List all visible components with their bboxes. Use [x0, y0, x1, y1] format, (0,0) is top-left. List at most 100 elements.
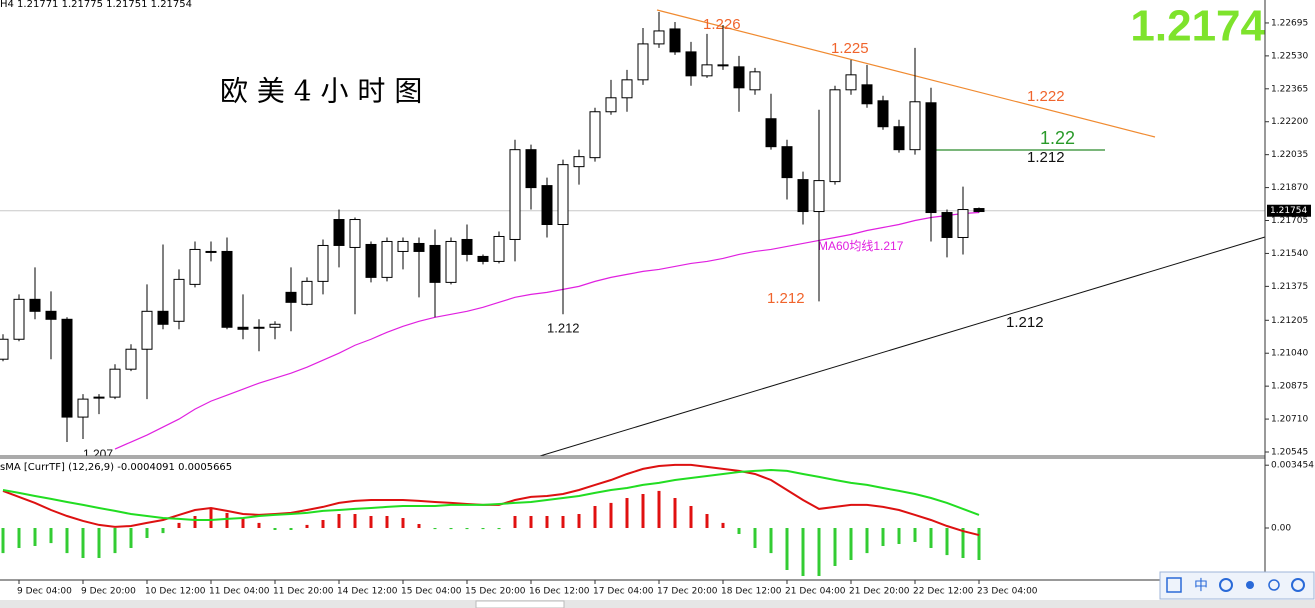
histogram-bar [577, 514, 581, 528]
candle-body [973, 208, 985, 213]
current-price-label: 1.21754 [1270, 206, 1307, 216]
annotation: MA60均线1.217 [818, 239, 904, 253]
ime-mode[interactable]: 中 [1194, 578, 1208, 594]
histogram-bar [129, 528, 133, 548]
candle-body [637, 43, 649, 81]
x-tick-label: 22 Dec 12:00 [913, 587, 974, 597]
histogram-bar [657, 490, 661, 528]
histogram-bar [897, 528, 901, 544]
candle-body [221, 250, 233, 328]
candle-body [909, 101, 921, 151]
candle-body [205, 250, 217, 253]
ime-icon[interactable] [1219, 578, 1233, 592]
histogram-bar [17, 528, 21, 548]
histogram-bar [641, 494, 645, 528]
histogram-bar [625, 498, 629, 528]
chart-header: H4 1.21771 1.21775 1.21751 1.21754 [0, 0, 192, 10]
histogram-bar [593, 506, 597, 528]
tab-strip [0, 600, 1315, 608]
candle-body [173, 278, 185, 322]
histogram-bar [945, 528, 949, 556]
candle-body [749, 71, 761, 91]
histogram-bar [465, 528, 469, 530]
candle-body [925, 102, 937, 214]
histogram-bar [689, 506, 693, 528]
candle-body [493, 235, 505, 262]
histogram-bar [529, 516, 533, 528]
histogram-bar [97, 528, 101, 558]
x-tick-label: 10 Dec 12:00 [145, 587, 206, 597]
candle-body [0, 338, 9, 360]
candle-body [861, 84, 873, 105]
candle-body [461, 238, 473, 255]
histogram-bar [513, 516, 517, 528]
histogram-bar [433, 528, 437, 530]
x-tick-label: 11 Dec 04:00 [209, 587, 270, 597]
histogram-bar [1, 528, 5, 554]
annotation: 1.212 [547, 320, 580, 335]
x-tick-label: 21 Dec 04:00 [785, 587, 846, 597]
histogram-bar [753, 528, 757, 548]
candle-body [557, 164, 569, 226]
candle-body [701, 64, 713, 77]
x-tick-label: 15 Dec 04:00 [401, 587, 462, 597]
ma-line [114, 211, 980, 450]
histogram-bar [417, 524, 421, 528]
candle-body [13, 298, 25, 340]
histogram-bar [273, 528, 277, 530]
x-tick-label: 18 Dec 12:00 [721, 587, 782, 597]
candle-body [429, 244, 441, 283]
histogram-bar [801, 528, 805, 576]
histogram-bar [865, 528, 869, 554]
candle-body [189, 248, 201, 285]
candle-body [573, 156, 585, 168]
histogram-bar [673, 498, 677, 528]
candle-body [269, 323, 281, 328]
y-tick-label: 1.22695 [1271, 18, 1308, 28]
candle-body [253, 326, 265, 329]
histogram-bar [257, 522, 261, 528]
candle-body [669, 28, 681, 53]
candle-body [829, 89, 841, 183]
candle-body [333, 219, 345, 246]
candle-body [125, 348, 137, 370]
tab[interactable] [475, 600, 565, 608]
histogram-bar [241, 518, 245, 528]
histogram-bar [81, 528, 85, 558]
ime-bar [1159, 571, 1315, 600]
x-tick-label: 9 Dec 20:00 [81, 587, 136, 597]
histogram-bar [881, 528, 885, 546]
candle-body [621, 79, 633, 99]
x-tick-label: 14 Dec 12:00 [337, 587, 398, 597]
histogram-bar [545, 516, 549, 528]
candle-body [941, 212, 953, 238]
macd-panel: sMA [CurrTF] (12,26,9) -0.0004091 0.0005… [0, 455, 1315, 608]
histogram-bar [609, 502, 613, 528]
candle-body [685, 51, 697, 77]
histogram-bar [721, 522, 725, 528]
candle-body [813, 180, 825, 213]
candle-body [797, 179, 809, 213]
histogram-bar [769, 528, 773, 554]
y-tick-label: 0.00 [1271, 524, 1291, 534]
candle-body [589, 111, 601, 159]
ime-icon[interactable] [1166, 577, 1182, 593]
candle-body [349, 219, 361, 248]
x-tick-label: 15 Dec 20:00 [465, 587, 526, 597]
candle-body [317, 244, 329, 282]
y-tick-label: 1.21040 [1271, 349, 1308, 359]
x-tick-label: 23 Dec 04:00 [977, 587, 1038, 597]
annotation: 1.212 [767, 290, 805, 307]
ime-icon[interactable] [1291, 578, 1305, 592]
ime-icon[interactable] [1268, 579, 1280, 591]
candle-body [733, 66, 745, 89]
histogram-bar [481, 528, 485, 530]
candle-body [141, 310, 153, 350]
chart-title: 欧 美 4 小 时 图 [220, 75, 422, 108]
y-tick-label: 1.20875 [1271, 382, 1308, 392]
x-tick-label: 17 Dec 04:00 [593, 587, 654, 597]
histogram-bar [289, 528, 293, 530]
ime-icon[interactable] [1246, 581, 1254, 589]
histogram-bar [33, 528, 37, 546]
